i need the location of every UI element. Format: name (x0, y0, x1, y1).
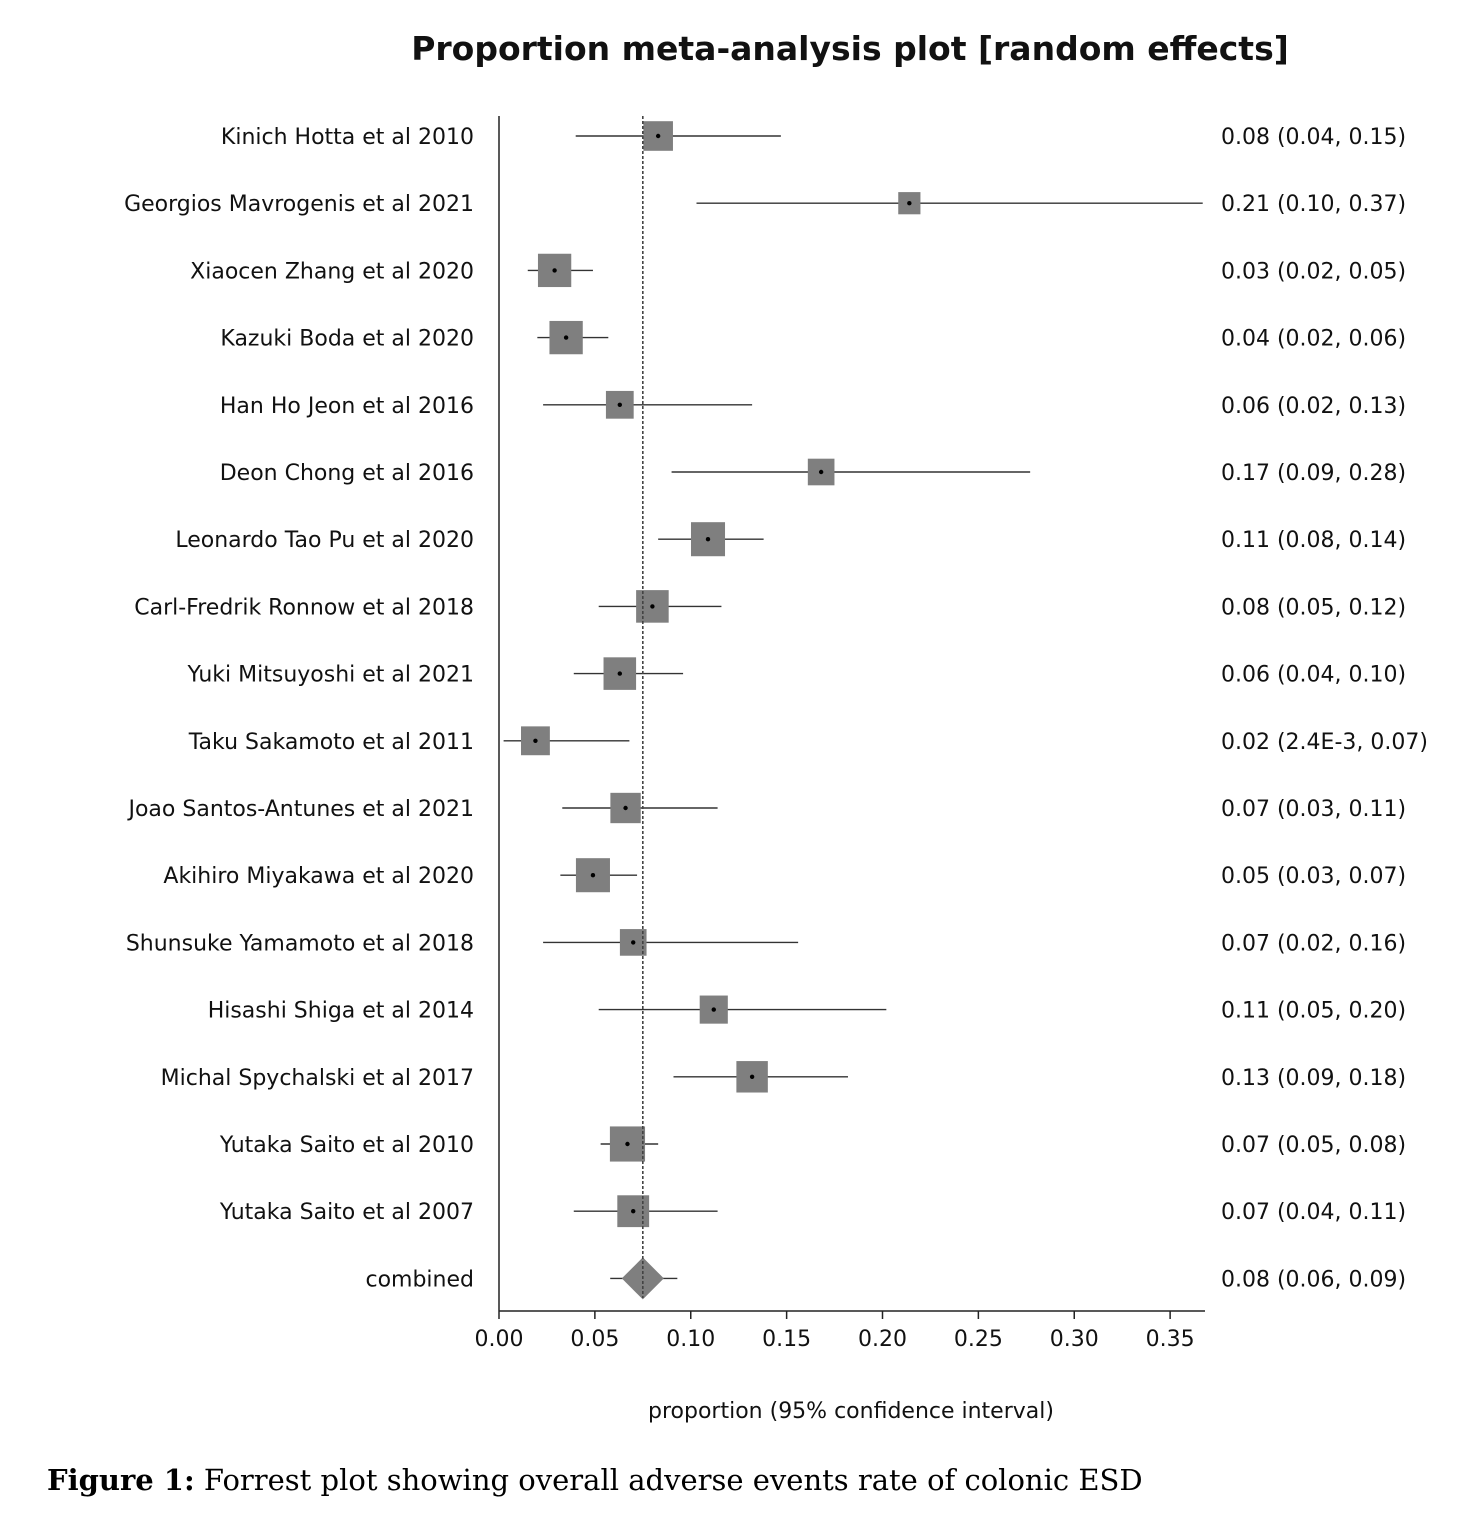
study-name: Deon Chong et al 2016 (220, 461, 474, 486)
x-tick-label: 0.05 (570, 1327, 619, 1352)
point-estimate-dot (907, 201, 912, 206)
study-name: Michal Spychalski et al 2017 (161, 1066, 474, 1091)
study-row: Michal Spychalski et al 2017 0.13 (0.09, … (161, 1061, 1406, 1093)
point-estimate-dot (590, 873, 596, 878)
study-row: Yutaka Saito et al 2010 0.07 (0.05, 0.08) (219, 1126, 1406, 1162)
study-ci-label: 0.17 (0.09, 0.28) (1221, 461, 1406, 486)
study-name: Han Ho Jeon et al 2016 (220, 394, 474, 419)
study-ci-label: 0.06 (0.02, 0.13) (1221, 394, 1406, 419)
x-tick-label: 0.20 (858, 1327, 907, 1352)
point-estimate-dot (650, 604, 655, 609)
point-estimate-dot (617, 671, 623, 676)
study-row: Yuki Mitsuyoshi et al 2021 0.06 (0.04, 0.… (186, 657, 1406, 690)
study-name: Akihiro Miyakawa et al 2020 (163, 864, 474, 889)
study-ci-label: 0.02 (2.4E-3, 0.07) (1221, 730, 1428, 755)
point-estimate-dot (533, 738, 538, 743)
study-ci-label: 0.06 (0.04, 0.10) (1221, 663, 1406, 688)
figure-caption-prefix: Figure 1: (47, 1463, 195, 1497)
study-row: Shunsuke Yamamoto et al 2018 0.07 (0.02, … (126, 929, 1406, 956)
study-row: Kazuki Boda et al 2020 0.04 (0.02, 0.06) (220, 320, 1406, 355)
x-tick-label: 0.30 (1050, 1327, 1099, 1352)
point-estimate-dot (818, 469, 824, 475)
study-ci-label: 0.11 (0.05, 0.20) (1221, 999, 1406, 1024)
study-name: Yuki Mitsuyoshi et al 2021 (186, 663, 474, 688)
study-name: Yutaka Saito et al 2007 (219, 1200, 474, 1225)
study-row: Leonardo Tao Pu et al 2020 0.11 (0.08, 0.… (175, 522, 1406, 557)
study-ci-label: 0.08 (0.04, 0.15) (1221, 125, 1406, 150)
study-ci-label: 0.11 (0.08, 0.14) (1221, 528, 1406, 553)
study-row: Taku Sakamoto et al 2011 0.02 (2.4E-3, 0.… (188, 726, 1428, 756)
x-tick-label: 0.00 (475, 1327, 524, 1352)
study-ci-label: 0.07 (0.05, 0.08) (1221, 1133, 1406, 1158)
x-tick-label: 0.15 (762, 1327, 811, 1352)
forest-plot: Proportion meta-analysis plot [random ef… (124, 29, 1428, 1424)
study-ci-label: 0.05 (0.03, 0.07) (1221, 864, 1406, 889)
point-estimate-dot (625, 1141, 630, 1147)
study-name: Yutaka Saito et al 2010 (219, 1133, 474, 1158)
point-estimate-dot (623, 805, 628, 811)
x-axis-label: proportion (95% confidence interval) (648, 1399, 1054, 1424)
study-row: Carl-Fredrik Ronnow et al 2018 0.08 (0.05… (134, 590, 1406, 623)
study-ci-label: 0.21 (0.10, 0.37) (1221, 192, 1406, 217)
study-row: Georgios Mavrogenis et al 2021 0.21 (0.10… (124, 192, 1406, 217)
study-name: Georgios Mavrogenis et al 2021 (124, 192, 474, 217)
study-ci-label: 0.04 (0.02, 0.06) (1221, 327, 1406, 352)
study-row: Deon Chong et al 2016 0.17 (0.09, 0.28) (220, 458, 1406, 486)
study-ci-label: 0.07 (0.03, 0.11) (1221, 797, 1406, 822)
combined-name: combined (365, 1267, 474, 1292)
study-rows: Kinich Hotta et al 2010 0.08 (0.04, 0.15)… (124, 121, 1428, 1300)
study-row: Yutaka Saito et al 2007 0.07 (0.04, 0.11) (219, 1195, 1406, 1228)
study-name: Xiaocen Zhang et al 2020 (190, 259, 474, 284)
point-estimate-dot (749, 1074, 755, 1080)
point-estimate-dot (617, 402, 623, 407)
axes: 0.00 0.05 0.10 0.15 0.20 0.25 0.30 0.35 (475, 116, 1205, 1352)
study-ci-label: 0.13 (0.09, 0.18) (1221, 1066, 1406, 1091)
study-name: Taku Sakamoto et al 2011 (188, 730, 474, 755)
point-estimate-dot (631, 1209, 636, 1214)
figure-caption-text: Forrest plot showing overall adverse eve… (194, 1463, 1143, 1497)
point-estimate-dot (705, 537, 711, 542)
study-name: Carl-Fredrik Ronnow et al 2018 (134, 595, 474, 620)
study-row: Joao Santos-Antunes et al 2021 0.07 (0.03… (126, 792, 1406, 824)
study-name: Kazuki Boda et al 2020 (220, 327, 474, 352)
x-tick-label: 0.25 (954, 1327, 1003, 1352)
figure-caption: Figure 1: Forrest plot showing overall a… (47, 1463, 1143, 1497)
chart-title: Proportion meta-analysis plot [random ef… (411, 29, 1289, 68)
study-ci-label: 0.03 (0.02, 0.05) (1221, 259, 1406, 284)
study-name: Hisashi Shiga et al 2014 (208, 999, 474, 1024)
study-ci-label: 0.07 (0.02, 0.16) (1221, 931, 1406, 956)
point-estimate-dot (552, 268, 557, 273)
study-row: Han Ho Jeon et al 2016 0.06 (0.02, 0.13) (220, 390, 1406, 419)
study-row: Hisashi Shiga et al 2014 0.11 (0.05, 0.20… (208, 995, 1406, 1024)
study-name: Joao Santos-Antunes et al 2021 (126, 797, 474, 822)
study-name: Shunsuke Yamamoto et al 2018 (126, 931, 474, 956)
study-name: Leonardo Tao Pu et al 2020 (175, 528, 474, 553)
point-estimate-dot (631, 940, 636, 945)
point-estimate-dot (711, 1007, 716, 1012)
study-row: Kinich Hotta et al 2010 0.08 (0.04, 0.15) (221, 121, 1406, 151)
study-ci-label: 0.08 (0.05, 0.12) (1221, 595, 1406, 620)
study-name: Kinich Hotta et al 2010 (221, 125, 474, 150)
combined-ci-label: 0.08 (0.06, 0.09) (1221, 1267, 1406, 1292)
point-estimate-dot (563, 335, 569, 340)
study-row: Xiaocen Zhang et al 2020 0.03 (0.02, 0.05… (190, 253, 1406, 288)
x-tick-label: 0.35 (1146, 1327, 1195, 1352)
study-row: Akihiro Miyakawa et al 2020 0.05 (0.03, 0… (163, 858, 1406, 893)
x-tick-label: 0.10 (666, 1327, 715, 1352)
study-ci-label: 0.07 (0.04, 0.11) (1221, 1200, 1406, 1225)
combined-row: combined 0.08 (0.06, 0.09) (365, 1257, 1406, 1300)
point-estimate-dot (655, 133, 661, 139)
